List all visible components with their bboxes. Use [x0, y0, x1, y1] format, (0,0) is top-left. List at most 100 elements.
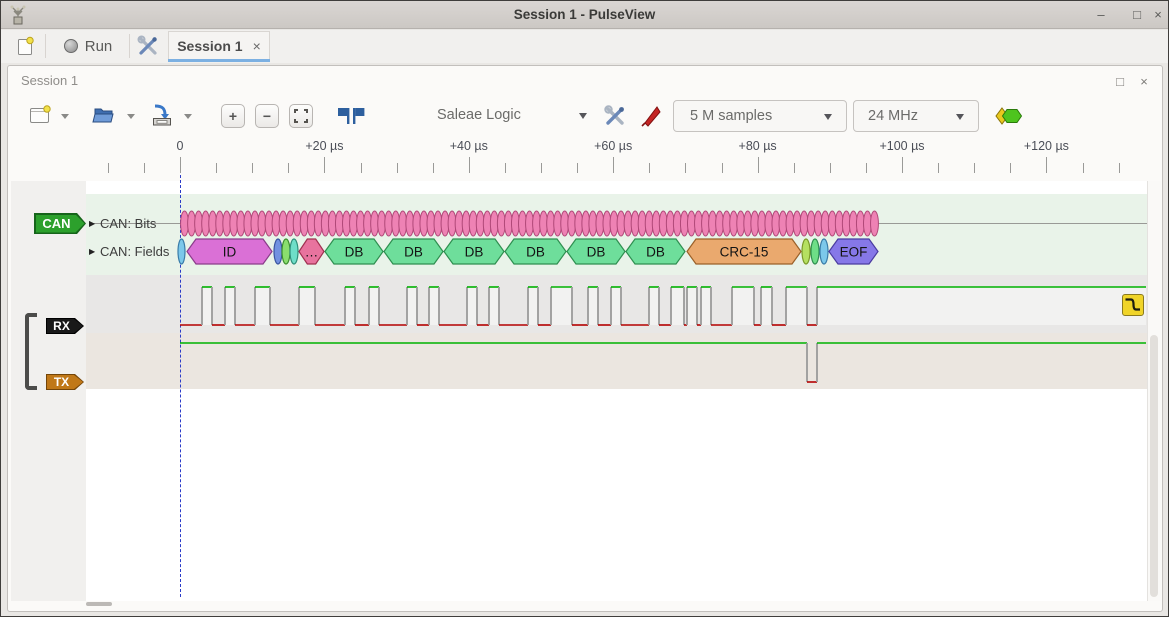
ruler-tick: [469, 157, 470, 173]
ruler-label: +60 µs: [594, 139, 633, 153]
row-label-bits[interactable]: CAN: Bits: [100, 216, 157, 231]
ruler-tick: [216, 163, 217, 173]
tx-channel-tag[interactable]: TX: [46, 374, 84, 390]
decoder-field-annotation: [298, 238, 325, 265]
add-decoder-button[interactable]: [993, 106, 1025, 126]
session-restore-button[interactable]: □: [1116, 74, 1124, 89]
maximize-button[interactable]: □: [1133, 7, 1141, 22]
horizontal-scrollbar-thumb[interactable]: [86, 602, 112, 606]
tx-waveform: [180, 342, 1146, 383]
decoder-field-annotation: [177, 238, 186, 265]
channel-gutter: [11, 181, 86, 601]
trigger-markers-button[interactable]: [335, 103, 367, 129]
file-open-dropdown-icon[interactable]: [127, 114, 135, 123]
expand-fields-icon[interactable]: ▶: [89, 247, 96, 256]
decoder-field-label: DB: [345, 244, 364, 259]
decoder-field-label: DB: [646, 244, 665, 259]
run-button[interactable]: Run: [49, 32, 127, 60]
ruler-tick: [1046, 157, 1047, 173]
device-select[interactable]: Saleae Logic: [429, 101, 597, 131]
decoder-field-annotation: [504, 238, 567, 265]
can-group-tag[interactable]: CAN: [34, 213, 86, 234]
rx-channel-tag-label: RX: [47, 319, 83, 333]
file-open-button[interactable]: [89, 101, 119, 129]
config-wrench-icon: [604, 105, 624, 125]
ruler-tick: [252, 163, 253, 173]
decoder-fields-row: ID … DB DB DB DB DB DB CRC-15 EOF: [177, 238, 879, 265]
decoder-field-label: CRC-15: [720, 244, 769, 259]
ruler[interactable]: 0 +20 µs +40 µs +60 µs +80 µs +100 µs +120 µs: [1, 139, 1168, 179]
ruler-label: +120 µs: [1023, 139, 1069, 153]
zoom-fit-icon: [294, 109, 308, 123]
decoder-field-label: EOF: [840, 244, 868, 259]
window-title: Session 1 - PulseView: [513, 7, 656, 22]
zoom-out-icon: −: [262, 108, 272, 124]
tab-label: Session 1: [177, 38, 243, 54]
new-session-button[interactable]: [11, 34, 39, 59]
ruler-tick: [144, 163, 145, 173]
tab-session[interactable]: Session 1 ×: [168, 31, 270, 60]
toolbar-separator: [129, 34, 130, 58]
decoder-field-annotation: [324, 238, 384, 265]
run-icon: [63, 39, 78, 53]
file-new-dropdown-icon[interactable]: [61, 114, 69, 123]
ruler-tick: [541, 163, 542, 173]
samples-value: 5 M samples: [690, 108, 773, 124]
ruler-tick: [324, 157, 325, 173]
decoder-field-annotation: [273, 238, 283, 265]
ruler-tick: [180, 157, 181, 173]
app-icon: [10, 5, 26, 25]
rate-dropdown-icon: [956, 114, 964, 124]
ruler-tick: [902, 157, 903, 173]
file-save-button[interactable]: [147, 101, 177, 129]
ruler-tick: [1119, 163, 1120, 173]
samples-dropdown-icon: [824, 114, 832, 124]
zoom-in-button[interactable]: +: [221, 104, 245, 128]
probe-config-button[interactable]: [639, 103, 665, 129]
decoder-field-annotation: [810, 238, 820, 265]
vertical-scrollbar-thumb[interactable]: [1150, 335, 1158, 597]
ruler-tick: [108, 163, 109, 173]
falling-edge-trigger-marker[interactable]: [1122, 294, 1144, 316]
decoder-field-annotation: [828, 238, 879, 265]
minimize-button[interactable]: –: [1097, 7, 1105, 22]
session-close-button[interactable]: ×: [1140, 74, 1148, 89]
device-config-button[interactable]: [601, 103, 629, 129]
row-label-fields[interactable]: CAN: Fields: [100, 244, 170, 259]
zoom-fit-button[interactable]: [289, 104, 313, 128]
file-new-button[interactable]: [25, 101, 55, 129]
tab-close-icon[interactable]: ×: [252, 38, 261, 54]
ruler-tick: [794, 163, 795, 173]
run-label: Run: [84, 37, 113, 55]
file-new-icon: [30, 105, 51, 123]
ruler-label: +40 µs: [449, 139, 488, 153]
decoder-field-label: DB: [465, 244, 484, 259]
ruler-tick: [397, 163, 398, 173]
expand-bits-icon[interactable]: ▶: [89, 219, 96, 228]
samples-select[interactable]: 5 M samples: [673, 100, 847, 132]
ruler-tick: [722, 163, 723, 173]
probe-icon: [641, 106, 661, 127]
ruler-tick: [649, 163, 650, 173]
decoder-field-label: ID: [223, 244, 237, 259]
ruler-label: +20 µs: [305, 139, 344, 153]
ruler-tick: [433, 163, 434, 173]
zoom-out-button[interactable]: −: [255, 104, 279, 128]
tab-active-indicator: [168, 59, 270, 62]
rx-channel-tag[interactable]: RX: [46, 318, 84, 334]
ruler-tick: [685, 163, 686, 173]
rate-select[interactable]: 24 MHz: [853, 100, 979, 132]
session-title: Session 1: [21, 73, 79, 88]
toolbar-separator: [45, 34, 46, 58]
ruler-tick: [505, 163, 506, 173]
ruler-label: +80 µs: [738, 139, 777, 153]
ruler-tick: [288, 163, 289, 173]
close-button[interactable]: ×: [1154, 7, 1162, 22]
settings-button[interactable]: [133, 33, 163, 59]
file-save-dropdown-icon[interactable]: [184, 114, 192, 123]
device-label: Saleae Logic: [437, 107, 521, 123]
ruler-tick: [758, 157, 759, 173]
decoder-field-label: DB: [587, 244, 606, 259]
zoom-in-icon: +: [228, 108, 238, 124]
